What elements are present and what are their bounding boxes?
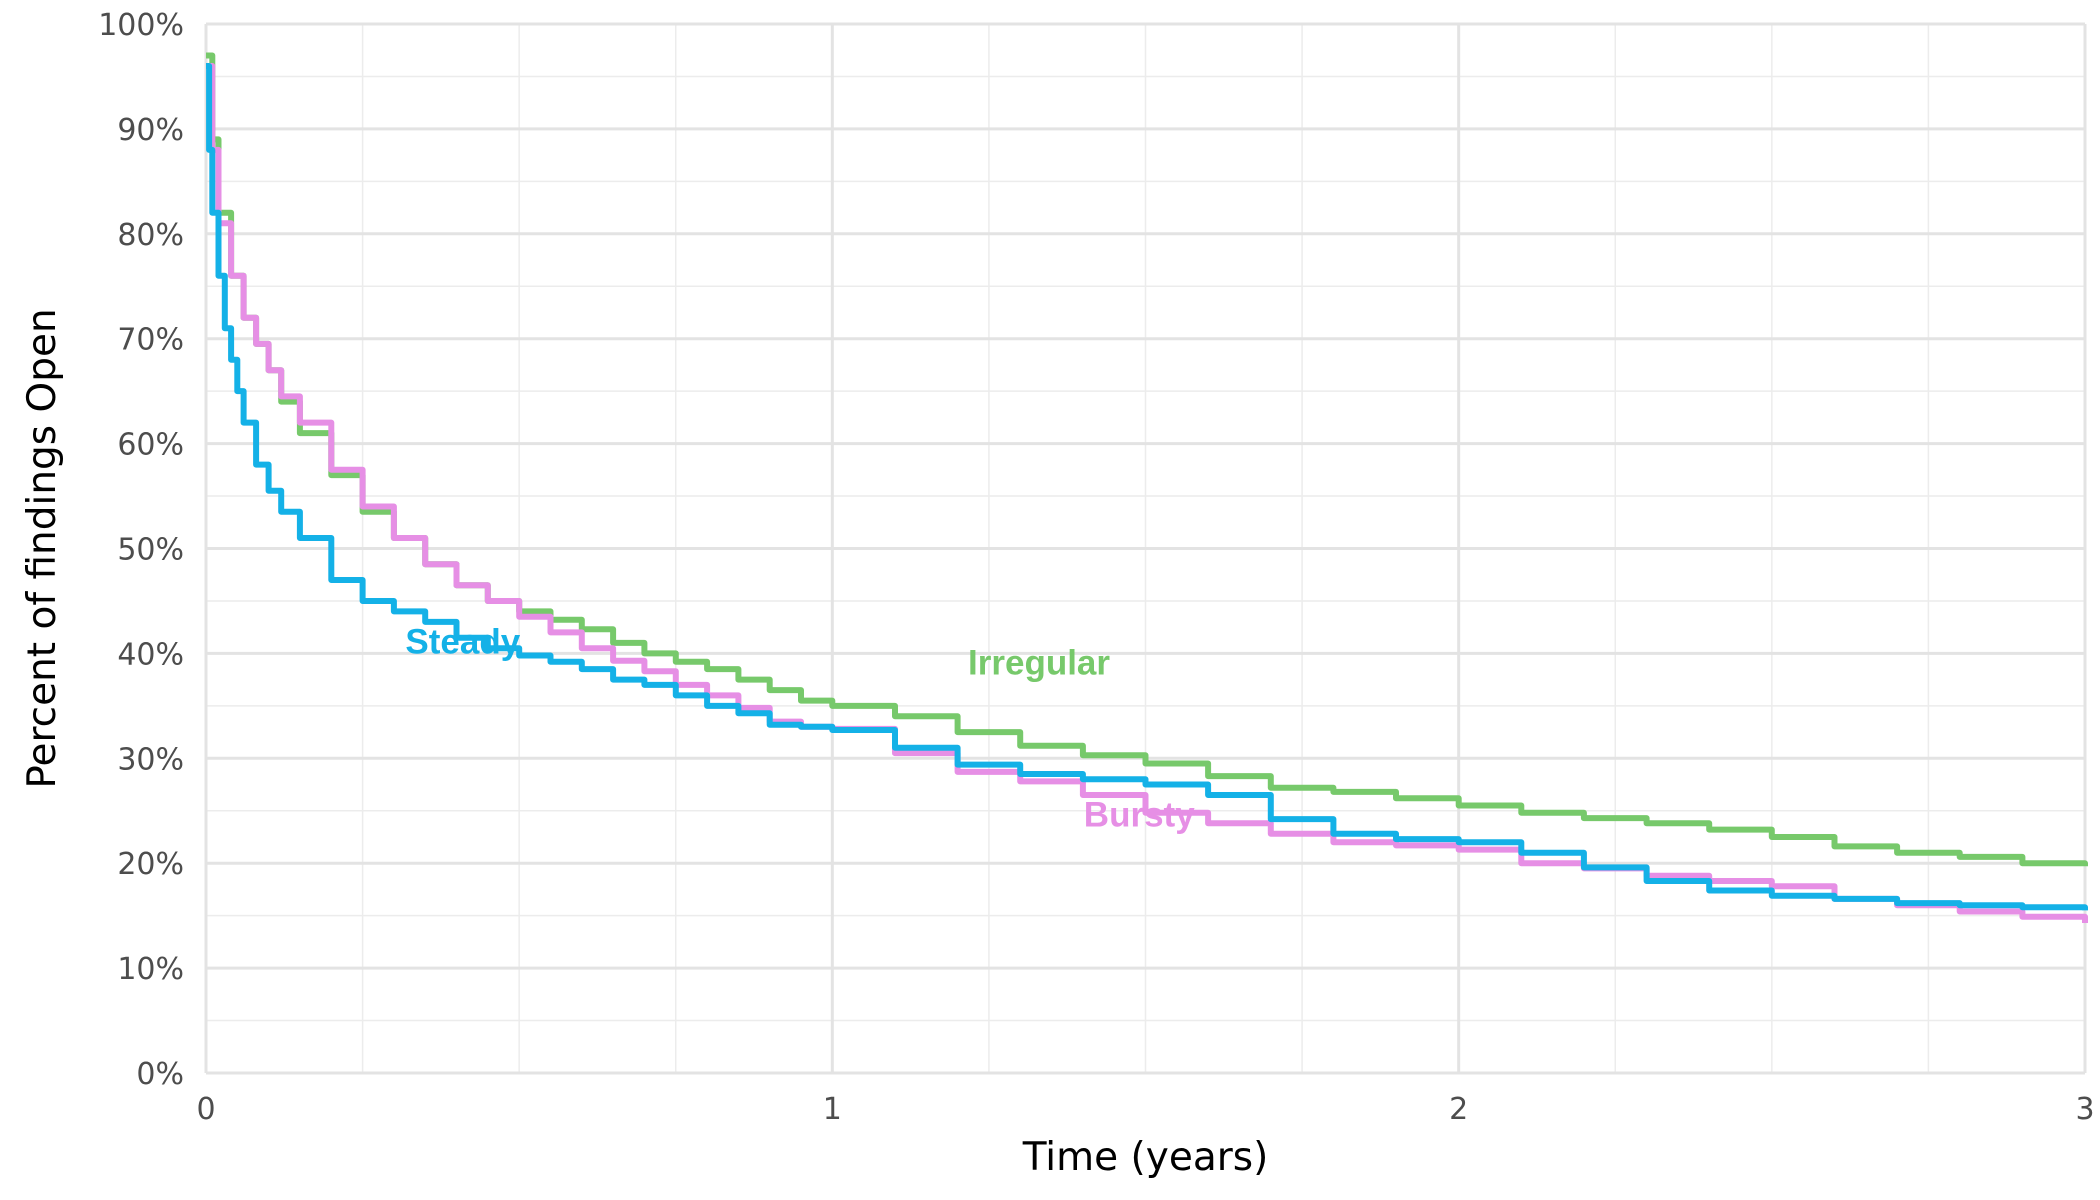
- y-tick-label: 50%: [117, 533, 184, 568]
- series-lines: [206, 52, 2088, 923]
- series-annotations: Steady Irregular Bursty: [405, 622, 1195, 834]
- y-tick-label: 90%: [117, 113, 184, 148]
- series-line-steady: [206, 63, 2088, 911]
- annotation-steady: Steady: [405, 622, 520, 661]
- y-tick-label: 40%: [117, 637, 184, 672]
- annotation-bursty: Bursty: [1084, 795, 1195, 834]
- y-tick-label: 70%: [117, 323, 184, 358]
- y-tick-label: 10%: [117, 952, 184, 987]
- x-tick-label: 1: [823, 1092, 842, 1127]
- y-tick-label: 60%: [117, 428, 184, 463]
- x-axis-title: Time (years): [1022, 1135, 1269, 1180]
- x-tick-labels: 0 1 2 3: [196, 1092, 2094, 1127]
- x-tick-label: 3: [2075, 1092, 2094, 1127]
- x-tick-label: 2: [1449, 1092, 1468, 1127]
- y-tick-label: 0%: [136, 1057, 184, 1092]
- x-tick-label: 0: [196, 1092, 215, 1127]
- annotation-irregular: Irregular: [968, 643, 1110, 682]
- y-axis-title: Percent of findings Open: [20, 308, 65, 788]
- y-tick-label: 80%: [117, 218, 184, 253]
- y-tick-label: 30%: [117, 742, 184, 777]
- y-tick-label: 100%: [98, 8, 184, 43]
- y-tick-labels: 0% 10% 20% 30% 40% 50% 60% 70% 80% 90% 100%: [98, 8, 184, 1092]
- y-tick-label: 20%: [117, 847, 184, 882]
